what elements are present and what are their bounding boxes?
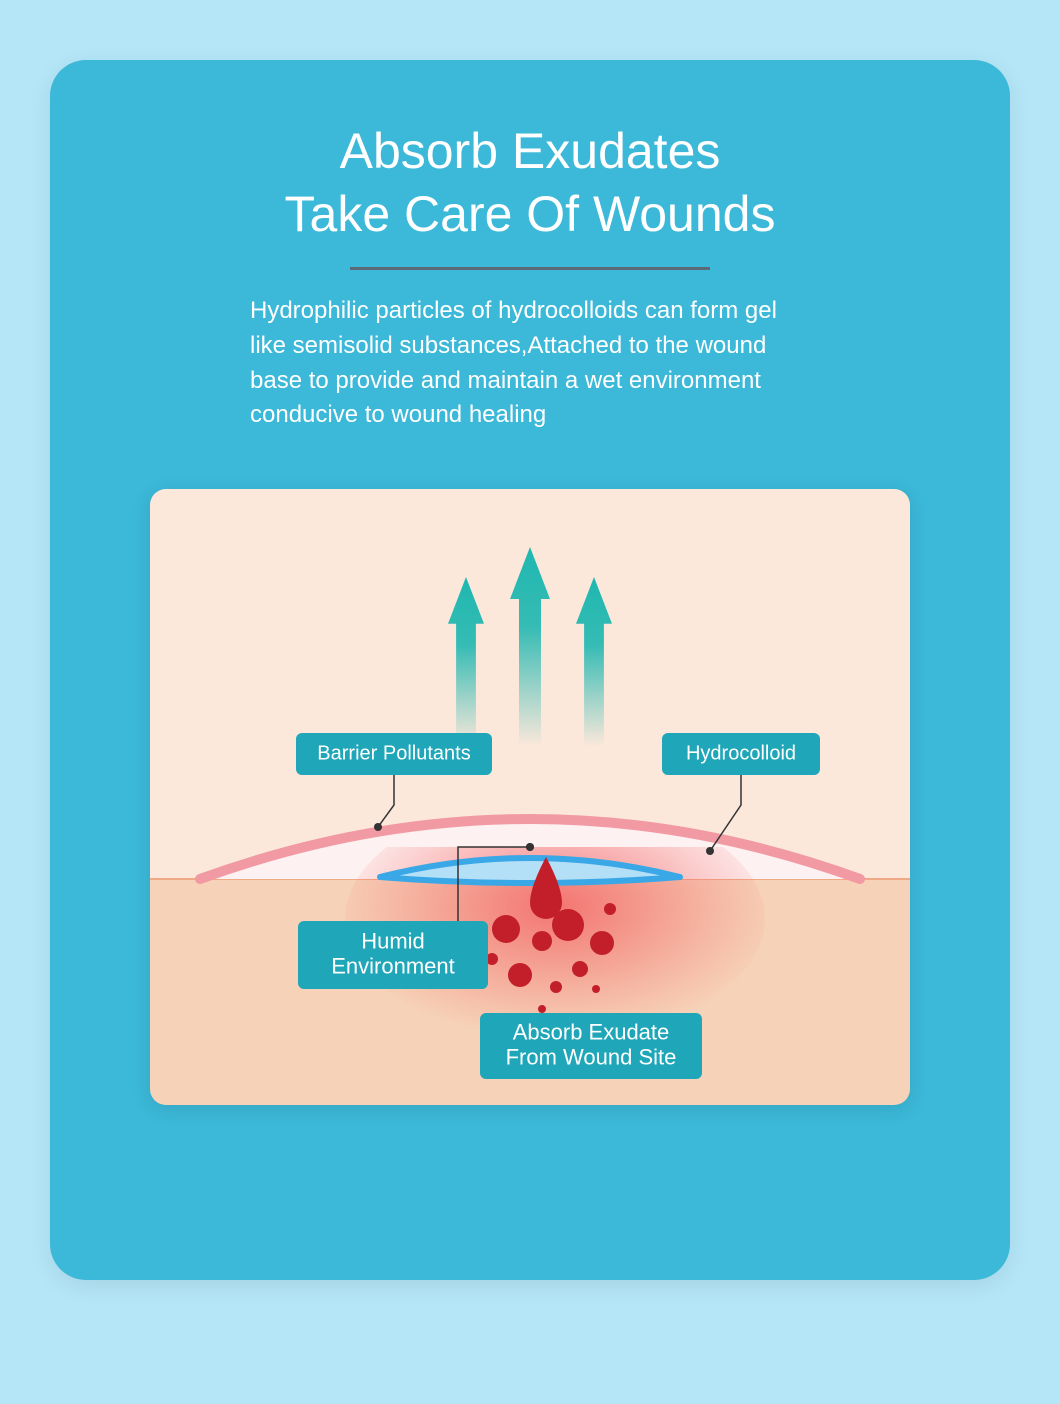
svg-text:From Wound Site: From Wound Site — [506, 1045, 677, 1070]
title-line-2: Take Care Of Wounds — [285, 183, 776, 246]
description-text: Hydrophilic particles of hydrocolloids c… — [250, 294, 810, 433]
title-rule — [350, 267, 710, 270]
wound-diagram: Barrier Pollutants Hydrocolloid HumidEnvir… — [150, 489, 910, 1105]
title-line-1: Absorb Exudates — [285, 120, 776, 183]
svg-text:Environment: Environment — [331, 954, 455, 979]
diagram-svg: Barrier Pollutants Hydrocolloid HumidEnvir… — [150, 489, 910, 1105]
page-title: Absorb Exudates Take Care Of Wounds — [285, 120, 776, 245]
svg-text:Barrier Pollutants: Barrier Pollutants — [317, 743, 470, 765]
svg-text:Absorb Exudate: Absorb Exudate — [513, 1020, 670, 1045]
svg-text:Humid: Humid — [361, 929, 425, 954]
svg-text:Hydrocolloid: Hydrocolloid — [686, 743, 796, 765]
info-card: Absorb Exudates Take Care Of Wounds Hydr… — [50, 60, 1010, 1280]
